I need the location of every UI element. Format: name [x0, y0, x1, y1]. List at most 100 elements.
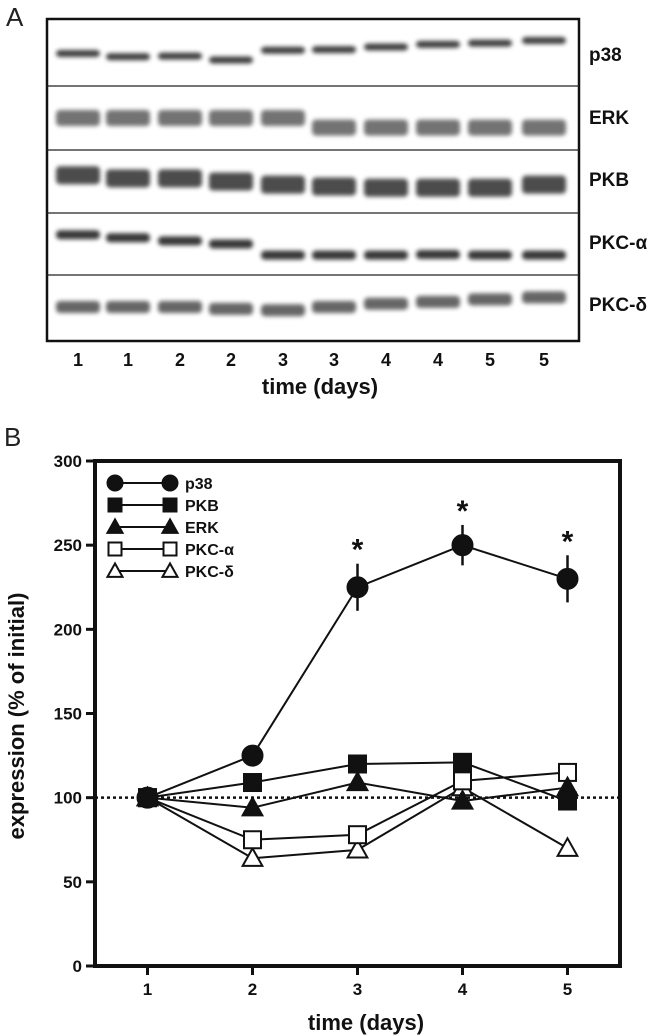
- significance-asterisk: *: [562, 525, 574, 558]
- blot-label-pkc-alpha: PKC-α: [589, 233, 647, 254]
- legend-label: PKC-δ: [185, 564, 234, 581]
- data-point-erk: [450, 789, 475, 810]
- blot-band: [261, 250, 305, 260]
- legend-label: PKB: [185, 498, 219, 515]
- x-axis-ticks: 1 2 3 4 5: [143, 966, 572, 999]
- blot-lane-labels: 1 1 2 2 3 3 4 4 5 5: [73, 350, 549, 370]
- blot-band: [261, 304, 305, 317]
- blot-bands: [56, 37, 566, 317]
- data-point-p38: [451, 534, 474, 557]
- lane-label: 3: [278, 350, 288, 370]
- lane-label: 4: [433, 350, 443, 370]
- legend-marker-pkc-: [160, 561, 180, 578]
- data-markers: [135, 534, 580, 867]
- data-point-pkc-: [243, 830, 262, 850]
- x-tick-label: 4: [458, 980, 468, 999]
- blot-band: [312, 119, 356, 136]
- blot-band: [209, 172, 253, 191]
- significance-markers: * * *: [352, 495, 574, 567]
- blot-band: [416, 295, 460, 308]
- blot-band: [522, 37, 566, 44]
- data-point-pkc-: [345, 837, 370, 859]
- blot-label-pkb: PKB: [589, 170, 629, 191]
- blot-band: [106, 233, 150, 243]
- y-tick-label: 150: [54, 705, 82, 724]
- blot-band: [209, 302, 253, 315]
- data-point-pkb: [558, 791, 577, 811]
- legend-marker-pkc-: [107, 541, 123, 557]
- x-axis-title: time (days): [308, 1010, 424, 1035]
- data-point-pkc-: [555, 836, 580, 857]
- data-point-pkc-: [348, 825, 367, 845]
- blot-band: [106, 169, 150, 188]
- significance-asterisk: *: [457, 495, 469, 528]
- y-tick-label: 250: [54, 536, 82, 555]
- data-point-p38: [241, 744, 264, 767]
- legend-marker-erk: [160, 517, 180, 534]
- blot-band: [312, 177, 356, 196]
- y-tick-label: 50: [63, 873, 82, 892]
- blot-row-labels: p38 ERK PKB PKC-α PKC-δ: [589, 45, 647, 316]
- data-point-pkb: [243, 773, 262, 793]
- panel-a-letter: A: [6, 2, 24, 32]
- blot-band: [209, 56, 253, 64]
- y-tick-label: 300: [54, 452, 82, 471]
- y-tick-label: 200: [54, 620, 82, 639]
- legend-label: PKC-α: [185, 542, 234, 559]
- legend-marker-erk: [105, 517, 125, 534]
- legend-marker-pkb: [162, 497, 178, 513]
- lane-label: 3: [329, 350, 339, 370]
- blot-band: [56, 230, 100, 240]
- blot-band: [416, 250, 460, 260]
- data-point-pkb: [453, 752, 472, 772]
- blot-band: [522, 119, 566, 136]
- blot-band: [468, 250, 512, 260]
- blot-band: [312, 301, 356, 313]
- x-tick-label: 1: [143, 980, 152, 999]
- blot-band: [468, 178, 512, 197]
- blot-band: [158, 110, 202, 126]
- legend-label: p38: [185, 476, 213, 493]
- blot-band: [261, 46, 305, 54]
- blot-band: [158, 301, 202, 313]
- blot-band: [56, 50, 100, 57]
- legend-item-erk: ERK: [105, 517, 219, 537]
- data-point-erk: [345, 770, 370, 792]
- blot-band: [312, 46, 356, 54]
- line-chart: * * * 0 50 100 150 200 250 300 1 2 3 4 5 p38 PKB ERK PK…: [4, 452, 622, 1035]
- blot-band: [468, 39, 512, 47]
- blot-band: [416, 178, 460, 197]
- lane-label: 4: [381, 350, 391, 370]
- blot-label-erk: ERK: [589, 108, 629, 129]
- blot-band: [158, 236, 202, 246]
- legend-item-pkc-: PKC-δ: [105, 561, 234, 581]
- panel-b-letter: B: [4, 422, 21, 452]
- blot-band: [56, 166, 100, 185]
- blot-band: [468, 119, 512, 136]
- x-tick-label: 2: [248, 980, 257, 999]
- blot-x-axis-title: time (days): [262, 374, 378, 399]
- y-axis-ticks: 0 50 100 150 200 250 300: [54, 452, 95, 976]
- legend-marker-p38: [106, 474, 124, 492]
- legend-item-pkc-: PKC-α: [107, 541, 234, 559]
- legend-item-pkb: PKB: [107, 497, 219, 515]
- lane-label: 5: [485, 350, 495, 370]
- legend: p38 PKB ERK PKC-α PKC-δ: [105, 474, 234, 581]
- x-tick-label: 5: [563, 980, 572, 999]
- blot-band: [522, 250, 566, 260]
- blot-band: [56, 110, 100, 126]
- y-tick-label: 100: [54, 789, 82, 808]
- lane-label: 2: [226, 350, 236, 370]
- data-point-p38: [346, 576, 369, 599]
- blot-band: [209, 110, 253, 126]
- blot-label-pkc-delta: PKC-δ: [589, 295, 647, 316]
- data-point-p38: [556, 567, 579, 590]
- blot-band: [312, 250, 356, 260]
- data-point-pkb: [348, 754, 367, 774]
- blot-band: [364, 297, 408, 310]
- blot-band: [106, 301, 150, 313]
- blot-band: [106, 53, 150, 61]
- legend-marker-pkb: [107, 497, 123, 513]
- blot-band: [416, 40, 460, 48]
